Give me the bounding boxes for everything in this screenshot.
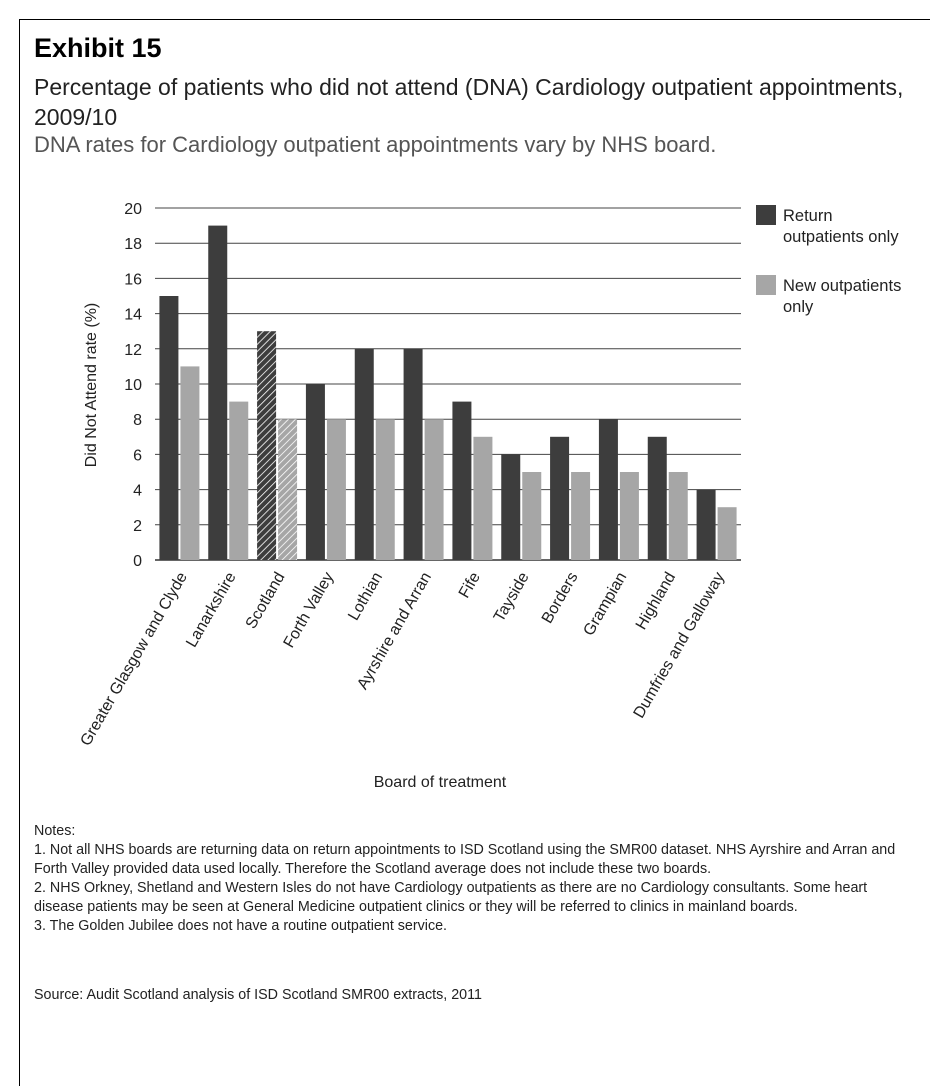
x-tick-scotland: Scotland xyxy=(243,570,289,632)
bar-lanarkshire-new xyxy=(229,401,249,560)
x-tick-forth-valley: Forth Valley xyxy=(281,570,338,651)
y-tick-16: 16 xyxy=(124,271,142,288)
x-tick-fife: Fife xyxy=(456,569,484,601)
x-tick-greater-glasgow-and-clyde: Greater Glasgow and Clyde xyxy=(77,569,190,749)
bar-scotland-return xyxy=(257,331,277,560)
bar-scotland-new xyxy=(278,419,298,560)
note-3: 3. The Golden Jubilee does not have a ro… xyxy=(34,918,448,934)
bar-forth-valley-return xyxy=(305,384,325,560)
bar-dumfries-and-galloway-return xyxy=(696,489,716,560)
legend-label-new: New outpatients only xyxy=(783,277,901,316)
x-tick-lanarkshire: Lanarkshire xyxy=(183,569,240,650)
x-tick-dumfries-and-galloway: Dumfries and Galloway xyxy=(631,570,728,722)
bar-fife-new xyxy=(473,436,493,560)
x-tick-grampian: Grampian xyxy=(581,570,631,639)
exhibit-title: Exhibit 15 xyxy=(34,33,162,63)
bar-greater-glasgow-and-clyde-new xyxy=(180,366,200,560)
bar-forth-valley-new xyxy=(326,419,346,560)
notes-heading: Notes: xyxy=(34,823,76,839)
bar-highland-return xyxy=(647,436,667,560)
bar-greater-glasgow-and-clyde-return xyxy=(159,296,179,560)
bar-fife-return xyxy=(452,401,472,560)
x-tick-borders: Borders xyxy=(539,570,582,627)
note-1: 1. Not all NHS boards are returning data… xyxy=(34,842,896,877)
y-tick-labels: 0 2 4 6 8 10 12 14 16 18 20 xyxy=(124,201,142,570)
gridlines xyxy=(155,207,741,561)
bar-ayrshire-and-arran-return xyxy=(403,348,423,560)
source-note: Source: Audit Scotland analysis of ISD S… xyxy=(34,987,482,1003)
x-tick-highland: Highland xyxy=(633,570,679,633)
bar-tayside-new xyxy=(522,472,542,560)
y-tick-2: 2 xyxy=(133,518,142,535)
bar-lothian-return xyxy=(354,348,374,560)
y-tick-6: 6 xyxy=(133,447,142,464)
bar-ayrshire-and-arran-new xyxy=(424,419,444,560)
chart-caption: DNA rates for Cardiology outpatient appo… xyxy=(34,132,717,157)
y-axis-label: Did Not Attend rate (%) xyxy=(83,303,100,468)
legend: Return outpatients only New outpatients onl… xyxy=(756,205,901,316)
bar-lothian-new xyxy=(375,419,395,560)
legend-swatch-new xyxy=(756,275,776,295)
bar-grampian-new xyxy=(619,472,639,560)
y-tick-18: 18 xyxy=(124,236,142,253)
x-axis-label: Board of treatment xyxy=(374,774,507,791)
legend-label-return: Return outpatients only xyxy=(783,207,899,246)
bar-highland-new xyxy=(668,472,688,560)
bar-borders-return xyxy=(550,436,570,560)
y-tick-8: 8 xyxy=(133,412,142,429)
chart-subtitle: Percentage of patients who did not atten… xyxy=(34,74,904,130)
y-tick-14: 14 xyxy=(124,307,142,324)
y-tick-20: 20 xyxy=(124,201,142,218)
bar-tayside-return xyxy=(501,454,521,560)
bar-lanarkshire-return xyxy=(208,225,228,560)
x-tick-lothian: Lothian xyxy=(345,570,386,624)
y-tick-10: 10 xyxy=(124,377,142,394)
notes: Notes: 1. Not all NHS boards are returni… xyxy=(34,822,914,936)
bar-grampian-return xyxy=(598,419,618,560)
bars xyxy=(159,225,737,560)
y-tick-12: 12 xyxy=(124,342,142,359)
bar-dumfries-and-galloway-new xyxy=(717,507,737,560)
note-2: 2. NHS Orkney, Shetland and Western Isle… xyxy=(34,880,868,915)
legend-swatch-return xyxy=(756,205,776,225)
bar-borders-new xyxy=(571,472,591,560)
y-tick-0: 0 xyxy=(133,553,142,570)
exhibit-frame xyxy=(19,19,930,1086)
y-tick-4: 4 xyxy=(133,483,142,500)
x-tick-tayside: Tayside xyxy=(491,569,533,625)
